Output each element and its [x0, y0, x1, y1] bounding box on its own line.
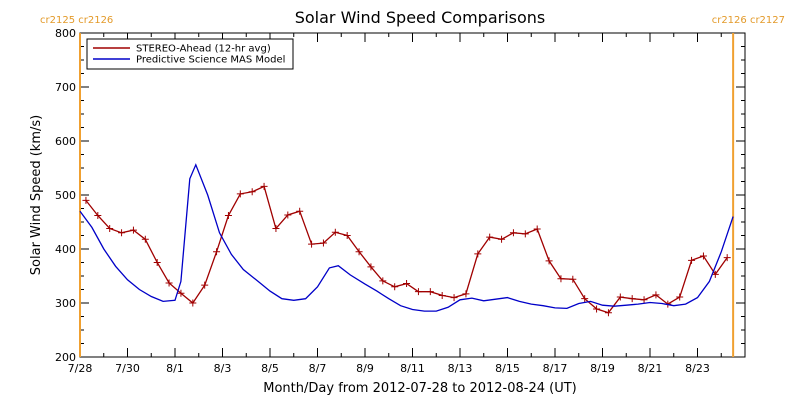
data-point-marker	[201, 281, 209, 289]
data-point-marker	[569, 275, 577, 283]
data-point-marker	[391, 283, 399, 291]
data-point-marker	[367, 263, 375, 271]
data-point-marker	[723, 254, 731, 262]
data-point-marker	[118, 229, 126, 237]
legend-label: Predictive Science MAS Model	[136, 55, 285, 66]
x-tick-label: 8/11	[400, 362, 425, 375]
data-point-marker	[450, 294, 458, 302]
data-point-marker	[129, 226, 137, 234]
x-tick-label: 8/17	[543, 362, 568, 375]
data-point-marker	[652, 291, 660, 299]
data-point-marker	[486, 233, 494, 241]
y-tick-label: 500	[55, 189, 76, 202]
series-line	[79, 163, 734, 312]
x-tick-label: 8/1	[166, 362, 184, 375]
y-tick-label: 400	[55, 243, 76, 256]
data-point-marker	[474, 250, 482, 258]
data-point-marker	[94, 212, 102, 220]
series-mas-model	[79, 163, 734, 312]
x-tick-label: 8/21	[638, 362, 663, 375]
data-point-marker	[343, 232, 351, 239]
data-point-marker	[272, 224, 280, 232]
data-point-marker	[141, 235, 149, 243]
data-point-marker	[106, 224, 114, 232]
y-tick-label: 300	[55, 297, 76, 310]
x-tick-label: 8/9	[356, 362, 374, 375]
data-point-marker	[355, 248, 363, 256]
x-tick-label: 8/3	[214, 362, 232, 375]
data-point-marker	[557, 275, 565, 283]
carrington-label-right: cr2126 cr2127	[712, 15, 785, 26]
series-stereo-ahead	[82, 182, 731, 317]
data-point-marker	[616, 293, 624, 301]
y-tick-label: 200	[55, 351, 76, 364]
data-point-marker	[521, 230, 529, 238]
data-point-marker	[236, 190, 244, 198]
x-tick-label: 8/19	[590, 362, 615, 375]
data-point-marker	[604, 309, 612, 317]
plot-frame	[79, 32, 746, 358]
data-point-marker	[593, 305, 601, 313]
data-point-marker	[213, 248, 221, 256]
plot-area: 200 300 400 500 600 700 800 7/28 7/30 8/1 8/3 8/5 8/…	[55, 27, 746, 375]
data-point-marker	[153, 259, 161, 266]
y-axis-label: Solar Wind Speed (km/s)	[29, 115, 44, 275]
data-point-marker	[403, 280, 411, 288]
data-point-marker	[711, 270, 719, 278]
data-point-marker	[379, 277, 387, 285]
data-point-marker	[248, 188, 256, 196]
legend-box	[86, 38, 294, 70]
x-tick-label: 8/15	[495, 362, 520, 375]
data-point-marker	[177, 289, 185, 297]
x-tick-label: 7/28	[68, 362, 93, 375]
data-point-marker	[699, 252, 707, 260]
data-point-marker	[581, 295, 589, 303]
y-tick-label: 700	[55, 81, 76, 94]
x-tick-label: 7/30	[115, 362, 140, 375]
data-point-marker	[189, 299, 197, 307]
data-point-marker	[688, 256, 696, 264]
carrington-label-left: cr2125 cr2126	[40, 15, 113, 26]
data-point-marker	[676, 293, 684, 301]
x-tick-label: 8/13	[448, 362, 473, 375]
data-point-marker	[498, 235, 506, 243]
chart-title: Solar Wind Speed Comparisons	[295, 8, 546, 27]
legend-label: STEREO-Ahead (12-hr avg)	[136, 44, 271, 55]
data-point-marker	[82, 196, 90, 204]
data-point-marker	[165, 279, 173, 287]
data-point-marker	[545, 257, 553, 265]
data-point-marker	[414, 288, 422, 296]
x-tick-label: 8/5	[261, 362, 279, 375]
data-point-marker	[533, 225, 541, 233]
data-point-marker	[438, 291, 446, 299]
data-point-marker	[331, 228, 339, 236]
data-point-marker	[426, 288, 434, 296]
x-axis-label: Month/Day from 2012-07-28 to 2012-08-24 …	[263, 381, 576, 396]
y-tick-label: 800	[55, 27, 76, 40]
data-point-marker	[628, 295, 636, 303]
data-point-marker	[224, 212, 232, 220]
data-point-marker	[462, 290, 470, 298]
y-tick-label: 600	[55, 135, 76, 148]
x-tick-label: 8/23	[685, 362, 710, 375]
x-tick-label: 8/7	[309, 362, 327, 375]
data-point-marker	[308, 240, 316, 248]
data-point-marker	[509, 229, 517, 237]
data-point-marker	[640, 296, 648, 304]
legend: STEREO-Ahead (12-hr avg)Predictive Scien…	[86, 38, 294, 70]
data-point-marker	[284, 211, 292, 219]
data-point-marker	[296, 207, 304, 215]
data-point-marker	[260, 182, 268, 190]
data-point-marker	[319, 239, 327, 247]
